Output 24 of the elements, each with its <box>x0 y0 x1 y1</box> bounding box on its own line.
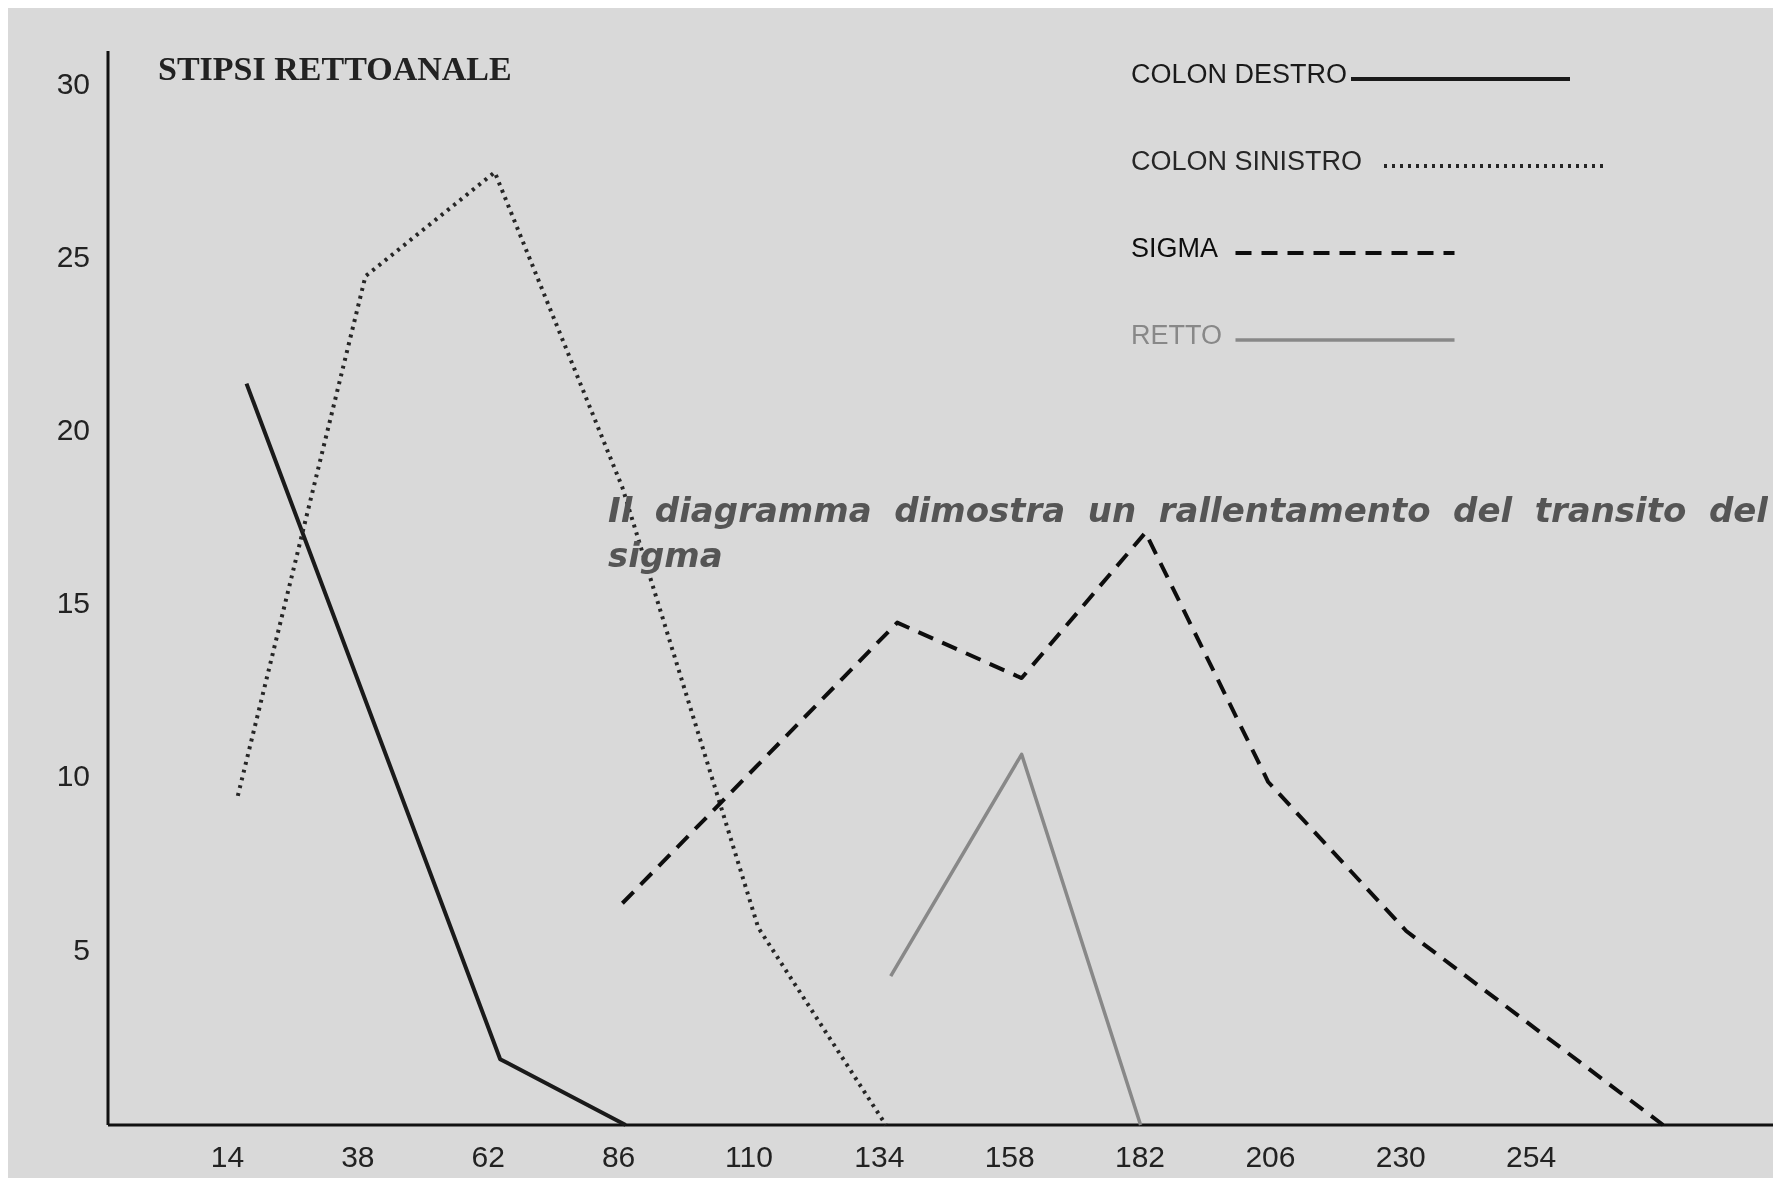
chart-title: STIPSI RETTOANALE <box>158 50 512 87</box>
x-tick-label: 62 <box>471 1140 505 1173</box>
x-tick-label: 206 <box>1245 1140 1296 1173</box>
x-tick-label: 14 <box>210 1140 245 1173</box>
text: COLON SINISTRO <box>1131 146 1363 177</box>
text: RETTO <box>1131 320 1223 351</box>
x-tick-label: 254 <box>1506 1140 1557 1173</box>
y-tick-label: 5 <box>73 932 90 966</box>
line-series <box>235 170 888 1127</box>
x-tick-label: 158 <box>984 1140 1035 1173</box>
x-tick-label: 230 <box>1375 1140 1426 1173</box>
x-tick-label: 182 <box>1115 1140 1166 1173</box>
y-tick-label: 10 <box>56 759 90 793</box>
x-tick-label: 110 <box>725 1140 773 1173</box>
y-tick-label: 25 <box>56 239 90 273</box>
y-tick-label: 15 <box>56 586 90 620</box>
y-tick-label: 30 <box>56 66 90 100</box>
x-tick-label: 86 <box>601 1140 636 1173</box>
y-tick-label: 20 <box>56 413 90 447</box>
x-tick-label: 134 <box>854 1140 905 1173</box>
x-tick-label: 38 <box>341 1140 375 1173</box>
text: COLON DESTRO <box>1131 59 1348 90</box>
annotation: Il diagramma dimostra un rallentamento del transito del sigma <box>608 489 1768 577</box>
text: SIGMA <box>1131 233 1219 264</box>
